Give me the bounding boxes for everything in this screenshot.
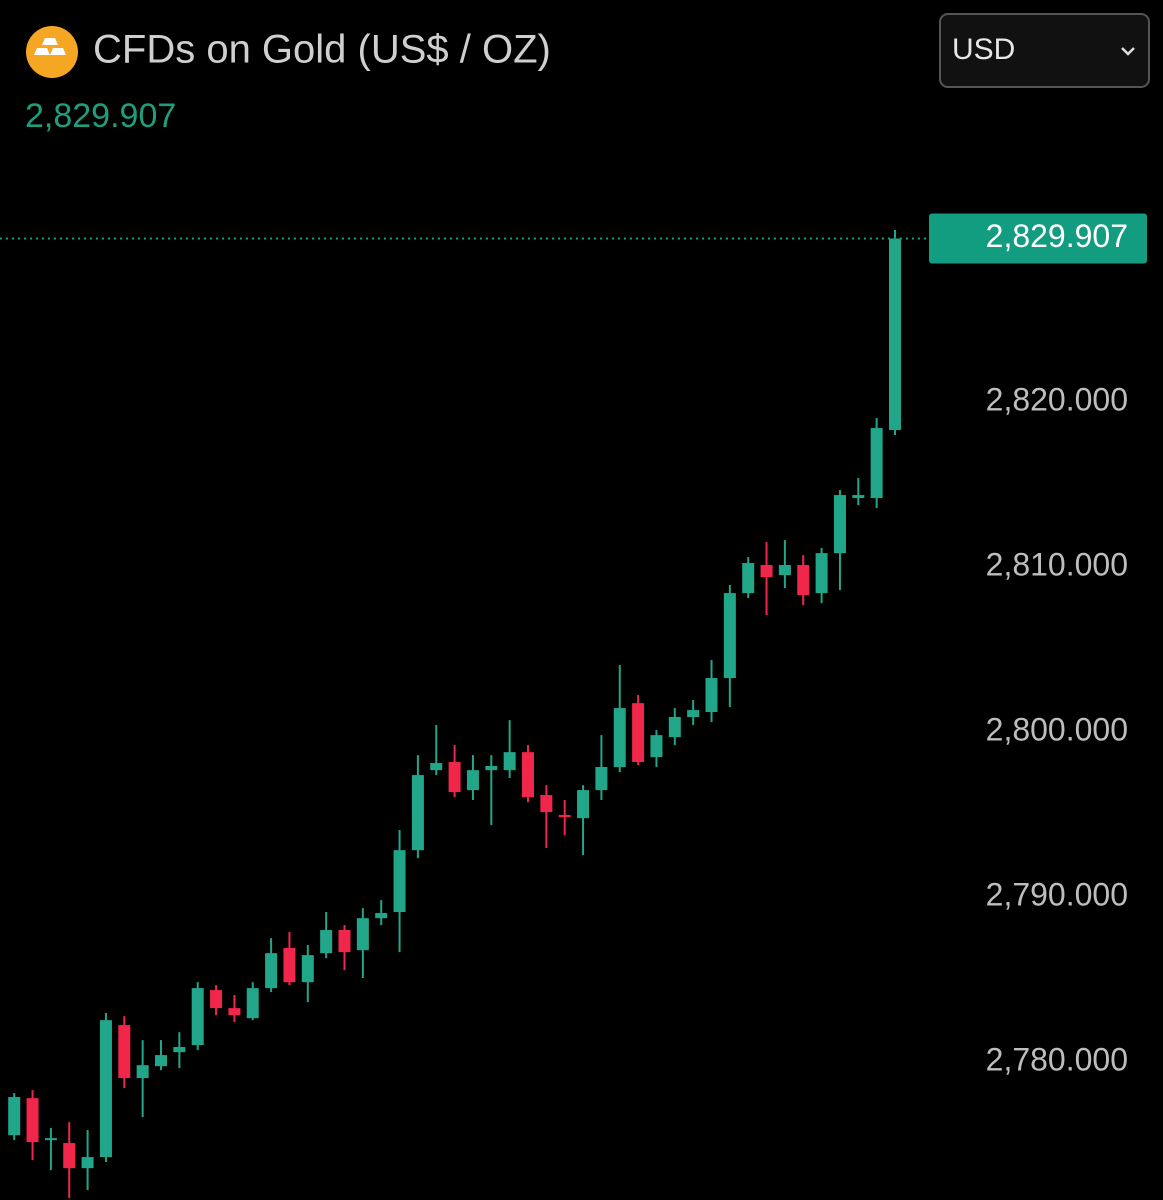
candle-body [870, 428, 883, 499]
candle-body [815, 553, 828, 594]
candle-body [393, 850, 406, 913]
candle-body [503, 752, 516, 771]
candle-body [283, 948, 296, 983]
candle-body [650, 735, 663, 758]
chevron[interactable] [1121, 47, 1135, 56]
y-tick-label: 2,790.000 [986, 876, 1128, 912]
candle-body [411, 775, 424, 851]
last-price-box [929, 213, 1147, 264]
header-price: 2,829.907 [25, 97, 176, 135]
candle-body [595, 766, 608, 791]
candle-body [118, 1025, 131, 1079]
candle-body [99, 1020, 112, 1158]
candle-body [705, 678, 718, 713]
y-tick-label: 2,810.000 [986, 546, 1128, 582]
last-price-label: 2,829.907 [986, 218, 1128, 254]
candle-body [81, 1157, 94, 1169]
candle-body [375, 913, 388, 919]
candle-body [558, 815, 571, 818]
candle-body [632, 703, 645, 763]
candle-body [797, 565, 810, 596]
candle-body [265, 953, 278, 989]
candle-body [338, 930, 351, 953]
candle-body [430, 763, 443, 771]
candle-body [136, 1065, 149, 1079]
candle-body [8, 1097, 21, 1136]
candle-body [448, 762, 461, 793]
candle-body [320, 930, 333, 954]
candle-body [540, 795, 553, 813]
candle-body [742, 563, 755, 594]
currency-label[interactable]: USD [952, 33, 1015, 66]
plot-area: 2,780.000 2,790.000 2,800.000 2,810.000 2,82… [0, 213, 1147, 1199]
chart-title: CFDs on Gold (US$ / OZ) [93, 28, 551, 72]
candle-body [26, 1098, 39, 1143]
candle-body [889, 238, 901, 431]
candle-body [210, 990, 223, 1009]
currency-select-box[interactable] [939, 13, 1150, 88]
y-tick-label: 2,780.000 [986, 1041, 1128, 1077]
candle-body [301, 955, 314, 983]
gold-icon [26, 26, 78, 78]
candle-body [687, 710, 700, 717]
candle-body [466, 770, 479, 791]
candle-body [228, 1008, 241, 1016]
candle-body [760, 565, 773, 578]
y-tick-label: 2,800.000 [986, 711, 1128, 747]
y-tick-label: 2,820.000 [986, 381, 1128, 417]
candle-body [485, 766, 498, 771]
candle-body [522, 752, 534, 798]
currency-select[interactable]: USD [939, 13, 1150, 88]
candle-body [778, 565, 791, 576]
candle-body [613, 708, 626, 767]
candle-body [577, 790, 590, 819]
candle-body [191, 988, 204, 1046]
candle-body [63, 1143, 76, 1169]
candle-body [44, 1138, 57, 1141]
candle-body [668, 716, 681, 738]
candle-body [155, 1055, 167, 1067]
candle-body [173, 1047, 186, 1053]
candle-body [833, 495, 846, 554]
candle-body [246, 988, 259, 1019]
candle-body [723, 593, 736, 679]
candle-body [356, 918, 369, 951]
candle-body [852, 495, 865, 499]
